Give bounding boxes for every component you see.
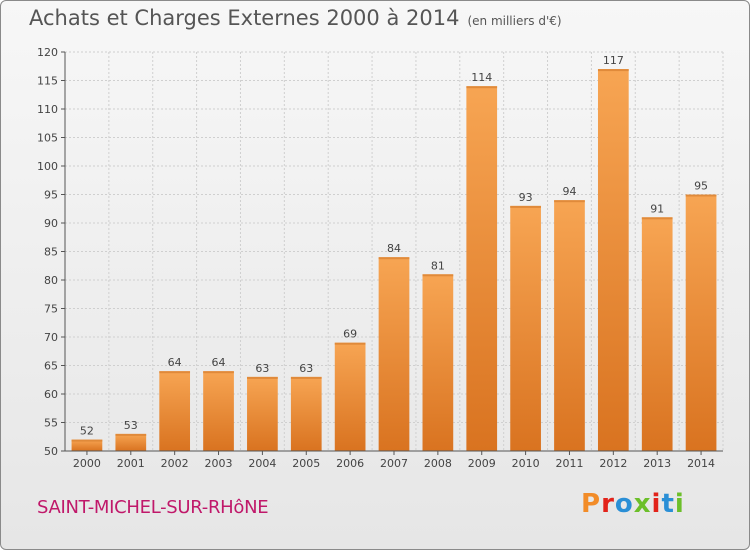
x-tick-label: 2007 xyxy=(380,457,408,470)
logo-letter: o xyxy=(614,489,634,519)
y-tick-label: 95 xyxy=(44,189,58,202)
bar-2007 xyxy=(378,257,410,451)
data-label: 53 xyxy=(124,419,138,432)
data-label: 93 xyxy=(519,191,533,204)
y-tick-label: 65 xyxy=(44,360,58,373)
y-tick-label: 70 xyxy=(44,331,58,344)
data-label: 69 xyxy=(343,328,357,341)
data-label: 81 xyxy=(431,259,445,272)
x-tick-label: 2011 xyxy=(555,457,583,470)
bar-top-2000 xyxy=(71,439,103,442)
bar-2003 xyxy=(203,371,234,451)
x-tick-label: 2014 xyxy=(687,457,715,470)
bar-2014 xyxy=(685,194,717,451)
bar-2002 xyxy=(159,371,191,451)
x-tick-label: 2010 xyxy=(512,457,540,470)
bar-top-2004 xyxy=(247,376,278,379)
data-label: 95 xyxy=(694,180,708,193)
bar-2009 xyxy=(466,86,498,451)
chart-title-text: Achats et Charges Externes 2000 à 2014 xyxy=(29,6,460,30)
data-label: 91 xyxy=(650,202,664,215)
bar-top-2013 xyxy=(641,217,673,220)
bar-top-2005 xyxy=(290,376,322,379)
data-label: 52 xyxy=(80,425,94,438)
bar-top-2001 xyxy=(115,433,147,436)
y-tick-label: 100 xyxy=(37,160,58,173)
bar-2000 xyxy=(71,439,103,451)
bar-top-2010 xyxy=(510,205,541,208)
proxiti-logo[interactable]: Proxiti xyxy=(581,489,685,519)
x-tick-label: 2012 xyxy=(599,457,627,470)
x-tick-label: 2006 xyxy=(336,457,364,470)
bar-2005 xyxy=(290,376,322,451)
y-tick-label: 55 xyxy=(44,417,58,430)
bar-2008 xyxy=(422,274,454,451)
bar-top-2008 xyxy=(422,274,454,277)
bar-2010 xyxy=(510,205,541,451)
data-label: 114 xyxy=(471,71,492,84)
bar-top-2012 xyxy=(597,69,629,72)
x-tick-label: 2008 xyxy=(424,457,452,470)
chart-title: Achats et Charges Externes 2000 à 2014 (e… xyxy=(29,6,562,30)
bar-top-2014 xyxy=(685,194,717,197)
y-tick-label: 80 xyxy=(44,274,58,287)
x-tick-label: 2004 xyxy=(248,457,276,470)
chart-subtitle: (en milliers d'€) xyxy=(467,14,562,28)
data-label: 63 xyxy=(299,362,313,375)
y-tick-label: 85 xyxy=(44,246,58,259)
bar-2011 xyxy=(554,200,585,451)
bar-2012 xyxy=(597,69,629,451)
logo-letter: i xyxy=(674,489,685,519)
y-tick-label: 50 xyxy=(44,445,58,458)
logo-letter: i xyxy=(651,489,662,519)
x-tick-label: 2003 xyxy=(205,457,233,470)
bar-top-2011 xyxy=(554,200,585,203)
logo-letter: x xyxy=(633,489,652,519)
bar-2004 xyxy=(247,376,278,451)
commune-name: SAINT-MICHEL-SUR-RHôNE xyxy=(37,497,269,518)
x-tick-label: 2009 xyxy=(468,457,496,470)
logo-letter: r xyxy=(601,489,615,519)
bar-2013 xyxy=(641,217,673,451)
bar-top-2006 xyxy=(334,342,366,345)
x-tick-label: 2002 xyxy=(161,457,189,470)
logo-letter: t xyxy=(661,489,675,519)
bar-2001 xyxy=(115,433,147,451)
x-tick-label: 2005 xyxy=(292,457,320,470)
y-tick-label: 120 xyxy=(37,46,58,59)
bar-top-2007 xyxy=(378,257,410,260)
x-tick-label: 2001 xyxy=(117,457,145,470)
y-tick-label: 90 xyxy=(44,217,58,230)
y-tick-label: 75 xyxy=(44,303,58,316)
logo-letter: P xyxy=(581,489,602,519)
y-tick-label: 115 xyxy=(37,75,58,88)
y-tick-label: 60 xyxy=(44,388,58,401)
data-label: 63 xyxy=(255,362,269,375)
x-tick-label: 2013 xyxy=(643,457,671,470)
data-label: 94 xyxy=(562,185,576,198)
y-tick-label: 110 xyxy=(37,103,58,116)
bar-2006 xyxy=(334,342,366,451)
data-label: 84 xyxy=(387,242,401,255)
data-label: 64 xyxy=(168,356,182,369)
data-label: 64 xyxy=(212,356,226,369)
data-label: 117 xyxy=(603,54,624,67)
x-tick-label: 2000 xyxy=(73,457,101,470)
bar-top-2002 xyxy=(159,371,191,374)
bar-top-2003 xyxy=(203,371,234,374)
y-tick-label: 105 xyxy=(37,132,58,145)
bar-top-2009 xyxy=(466,86,498,89)
